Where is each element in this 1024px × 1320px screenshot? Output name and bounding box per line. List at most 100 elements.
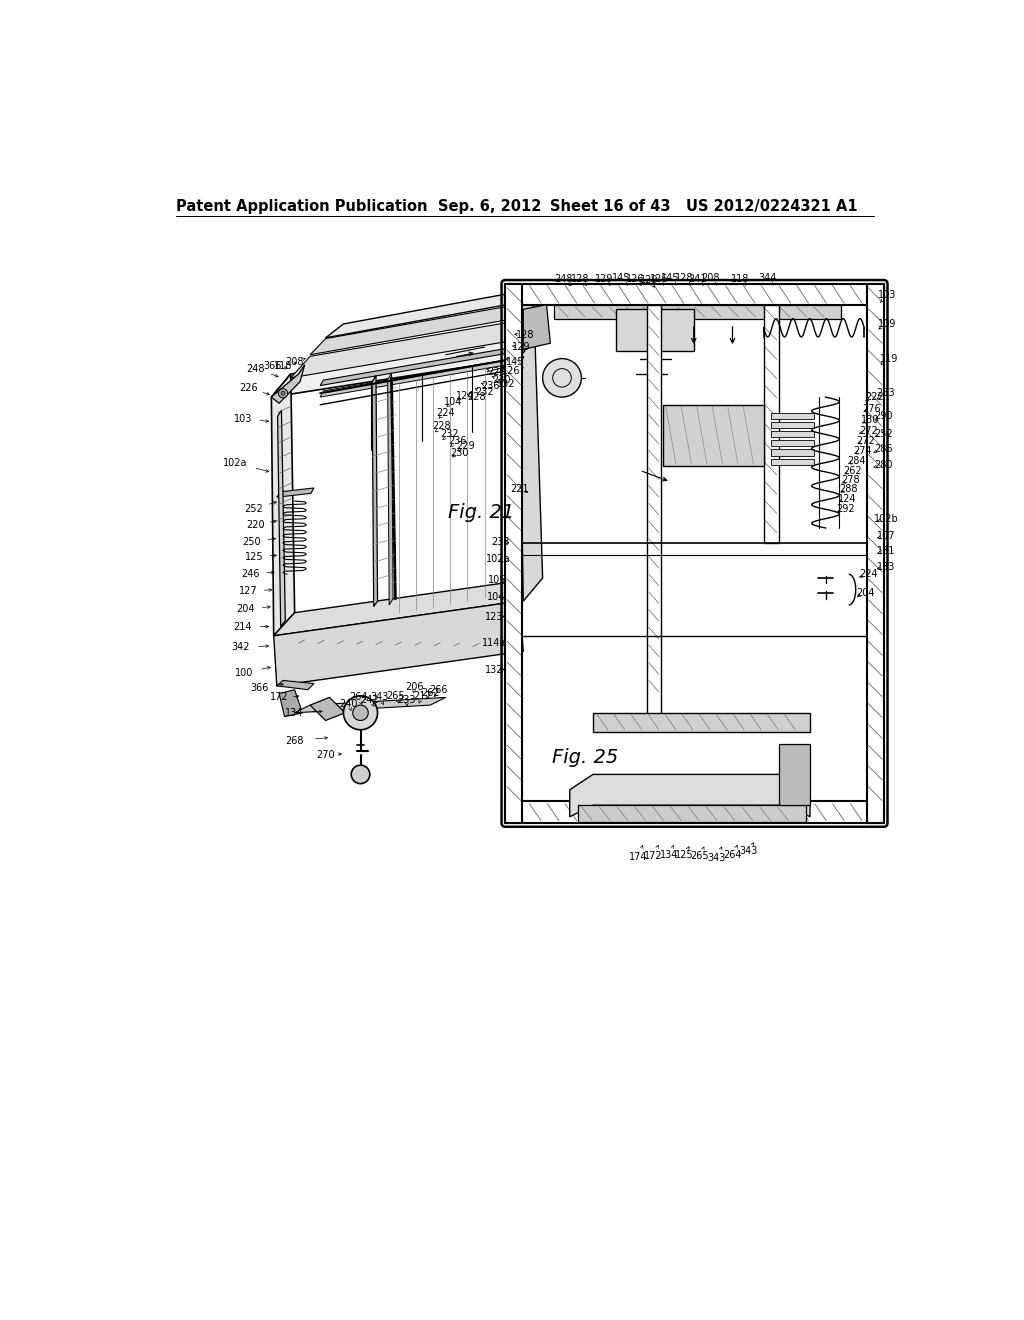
Circle shape [279,388,288,397]
Polygon shape [372,376,378,607]
Text: 118: 118 [731,273,750,284]
Bar [771,459,814,465]
Text: Fig. 25: Fig. 25 [552,748,618,767]
Text: 102a: 102a [222,458,247,467]
Text: 103: 103 [233,413,252,424]
Polygon shape [291,318,531,378]
Text: Sheet 16 of 43: Sheet 16 of 43 [550,198,671,214]
Polygon shape [276,681,314,689]
Text: 240: 240 [340,698,358,709]
Text: Fig. 21: Fig. 21 [447,503,514,523]
Text: 288: 288 [840,484,858,495]
Polygon shape [321,358,523,397]
Text: 104: 104 [444,397,463,407]
Polygon shape [276,488,314,498]
Text: 230: 230 [451,447,469,458]
Bar [554,305,841,319]
Polygon shape [280,689,302,717]
Text: 132: 132 [485,665,504,676]
Bar [771,441,814,446]
Text: 132: 132 [497,379,515,389]
Text: 128: 128 [675,273,693,282]
Circle shape [343,696,378,730]
Text: 145: 145 [662,273,680,282]
Text: 102a: 102a [486,554,511,564]
Bar [593,713,810,733]
Text: 276: 276 [862,404,882,413]
Text: 286: 286 [874,445,893,454]
Text: 118: 118 [273,362,292,371]
Text: 272: 272 [856,436,876,446]
Text: 104: 104 [487,593,505,602]
Text: 278: 278 [841,475,859,486]
Text: 212: 212 [414,690,432,701]
Text: 264: 264 [350,693,369,702]
Text: 268: 268 [286,735,304,746]
Text: 105: 105 [487,576,506,585]
Text: 253: 253 [877,388,895,399]
Text: 129: 129 [640,275,658,285]
Bar [771,449,814,455]
Text: 129: 129 [595,275,613,284]
Text: 125: 125 [245,552,263,562]
Text: 220: 220 [247,520,265,529]
Bar [506,284,884,305]
Text: 343: 343 [738,846,757,857]
Polygon shape [295,697,445,713]
Text: 214: 214 [233,622,252,631]
Text: 174: 174 [629,851,647,862]
Text: 130: 130 [861,416,880,425]
Polygon shape [523,305,550,350]
Bar [771,412,814,418]
Text: 126: 126 [503,366,521,376]
Text: 206: 206 [406,681,424,692]
Text: 119: 119 [880,354,898,363]
Text: 172: 172 [269,693,289,702]
Text: 134: 134 [286,708,304,718]
Polygon shape [271,364,305,404]
Polygon shape [310,301,539,355]
Circle shape [352,705,369,721]
Text: 224: 224 [859,569,878,579]
Polygon shape [569,775,810,817]
Polygon shape [271,374,295,636]
Text: 264: 264 [723,850,741,861]
Polygon shape [326,288,541,338]
Bar [616,309,693,351]
Text: 221: 221 [510,484,528,495]
Text: 228: 228 [467,392,486,403]
Text: 103: 103 [879,290,897,301]
Text: 266: 266 [429,685,447,694]
Text: 222: 222 [865,392,884,403]
Polygon shape [388,374,393,605]
Text: 280: 280 [874,459,893,470]
Bar [771,422,814,428]
Text: 204: 204 [856,589,876,598]
Text: 252: 252 [874,429,893,440]
Text: 292: 292 [837,504,855,513]
Text: 145: 145 [611,273,630,282]
Text: 248: 248 [554,275,572,284]
Polygon shape [273,578,539,636]
Text: 100: 100 [236,668,253,677]
Text: 126: 126 [627,275,645,284]
Text: 232: 232 [475,387,494,397]
Text: 366: 366 [263,362,282,371]
Text: 208: 208 [286,358,304,367]
Text: 343: 343 [708,853,726,862]
Bar [578,805,806,822]
Text: Patent Application Publication: Patent Application Publication [176,198,428,214]
Text: 107: 107 [877,531,895,541]
Text: 145: 145 [506,358,524,367]
Text: 262: 262 [421,688,439,698]
Text: 226: 226 [239,383,257,393]
Text: 128: 128 [570,275,589,284]
Text: 230: 230 [493,375,511,385]
Text: 128: 128 [515,330,535,341]
Text: 262: 262 [844,466,862,477]
Text: 125: 125 [675,850,694,861]
Text: 124: 124 [838,494,856,504]
Text: 342: 342 [231,643,250,652]
Bar [647,305,662,714]
Text: 248: 248 [247,363,265,374]
